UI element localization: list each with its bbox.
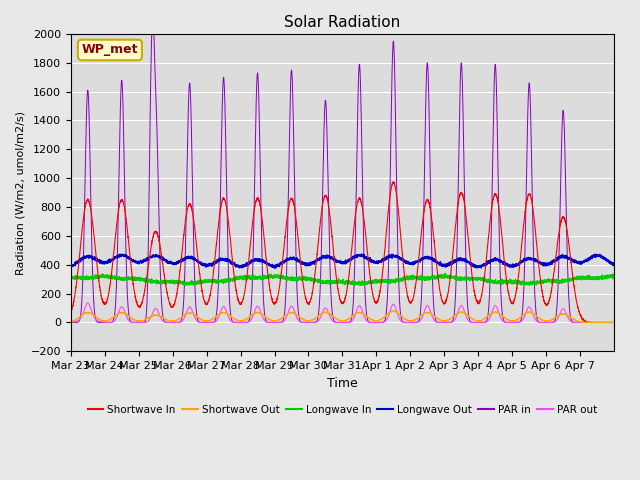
Longwave In <box>180 281 188 287</box>
Longwave In <box>518 280 526 286</box>
Longwave Out <box>518 259 526 265</box>
PAR out <box>518 318 526 324</box>
Line: PAR in: PAR in <box>71 12 614 323</box>
Longwave Out <box>492 257 499 263</box>
Longwave Out <box>272 265 280 271</box>
Shortwave In <box>180 236 188 241</box>
Y-axis label: Radiation (W/m2, umol/m2/s): Radiation (W/m2, umol/m2/s) <box>15 110 25 275</box>
Longwave In <box>67 276 75 281</box>
PAR in <box>67 320 75 325</box>
Shortwave Out <box>492 309 499 315</box>
Shortwave In <box>392 186 399 192</box>
Shortwave In <box>363 240 371 246</box>
PAR in <box>363 312 371 317</box>
X-axis label: Time: Time <box>327 377 358 390</box>
Longwave Out <box>532 256 540 262</box>
Shortwave Out <box>518 313 526 319</box>
Shortwave Out <box>392 309 399 315</box>
Longwave In <box>441 271 449 276</box>
Shortwave In <box>390 179 397 185</box>
PAR out <box>84 300 92 306</box>
PAR out <box>532 318 540 324</box>
Longwave In <box>363 279 371 285</box>
PAR in <box>611 320 618 325</box>
Shortwave In <box>611 320 618 325</box>
PAR in <box>532 311 540 316</box>
Shortwave In <box>492 191 499 197</box>
PAR out <box>180 316 188 322</box>
Longwave In <box>181 282 189 288</box>
PAR out <box>492 303 499 309</box>
Longwave In <box>392 278 399 284</box>
Line: Shortwave In: Shortwave In <box>71 182 614 323</box>
Text: WP_met: WP_met <box>82 44 138 57</box>
PAR in <box>392 124 399 130</box>
Title: Solar Radiation: Solar Radiation <box>284 15 401 30</box>
Shortwave Out <box>363 313 371 319</box>
Longwave Out <box>67 265 75 271</box>
Shortwave Out <box>180 313 188 319</box>
Longwave In <box>492 276 499 282</box>
Longwave Out <box>180 258 188 264</box>
Line: Longwave In: Longwave In <box>71 274 614 285</box>
PAR out <box>67 319 75 325</box>
Line: PAR out: PAR out <box>71 303 614 323</box>
Line: Shortwave Out: Shortwave Out <box>71 311 614 323</box>
Legend: Shortwave In, Shortwave Out, Longwave In, Longwave Out, PAR in, PAR out: Shortwave In, Shortwave Out, Longwave In… <box>83 401 602 420</box>
Shortwave In <box>518 238 526 243</box>
PAR in <box>149 9 157 14</box>
PAR in <box>518 312 526 317</box>
Longwave In <box>611 273 618 278</box>
Longwave Out <box>611 262 618 267</box>
PAR in <box>180 300 188 306</box>
Shortwave In <box>67 310 75 315</box>
Longwave Out <box>392 253 399 259</box>
PAR out <box>363 318 371 324</box>
Shortwave Out <box>390 308 398 314</box>
Shortwave In <box>532 236 540 242</box>
Shortwave Out <box>611 320 618 325</box>
Shortwave Out <box>532 312 540 318</box>
Shortwave Out <box>67 319 75 324</box>
PAR out <box>392 305 399 311</box>
PAR out <box>611 320 618 325</box>
Longwave Out <box>363 256 371 262</box>
PAR in <box>492 62 499 68</box>
Line: Longwave Out: Longwave Out <box>71 254 614 268</box>
Longwave Out <box>358 251 365 257</box>
Longwave In <box>532 281 540 287</box>
